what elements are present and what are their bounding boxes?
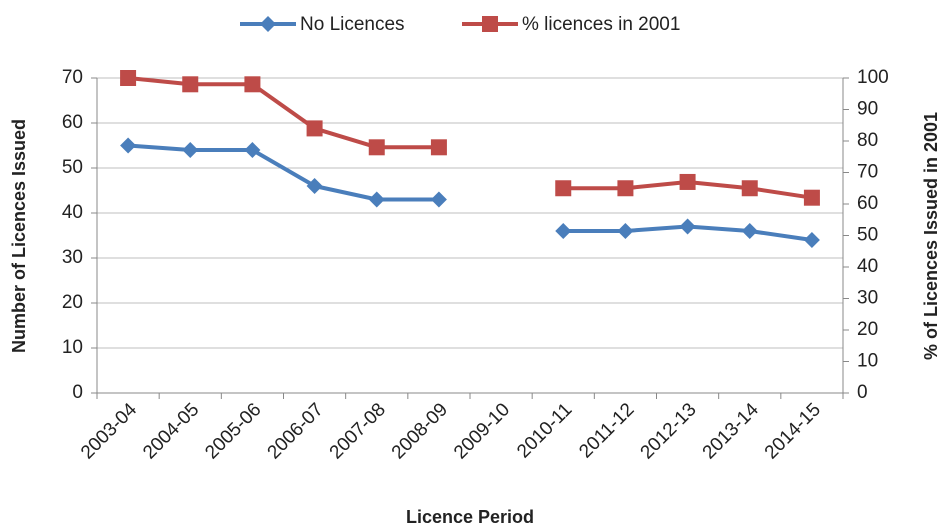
data-point: [244, 142, 261, 158]
y-axis-title: Number of Licences Issued: [9, 119, 29, 353]
x-tick-label: 2004-05: [139, 399, 203, 463]
data-point: [679, 173, 696, 190]
x-tick-label: 2007-08: [326, 399, 390, 463]
data-point: [306, 178, 323, 194]
y2-tick-label: 100: [857, 67, 889, 88]
y-tick-label: 70: [62, 67, 83, 88]
series-line: [127, 76, 813, 200]
series-line: [127, 143, 813, 242]
x-tick-label: 2005-06: [201, 399, 265, 463]
data-point: [679, 218, 696, 235]
data-point: [803, 189, 820, 206]
legend-marker: [260, 16, 276, 32]
data-point: [555, 223, 572, 239]
data-point: [430, 191, 447, 208]
y2-tick-label: 40: [857, 256, 878, 277]
y-tick-label: 0: [72, 382, 83, 403]
y-tick-label: 30: [62, 247, 83, 268]
y-tick-label: 20: [62, 292, 83, 313]
data-point: [430, 139, 447, 156]
y-tick-label: 60: [62, 112, 83, 133]
x-tick-label: 2012-13: [637, 399, 701, 463]
y2-tick-label: 20: [857, 319, 878, 340]
y2-tick-label: 90: [857, 99, 878, 120]
data-point: [803, 232, 820, 248]
data-point: [120, 137, 137, 154]
data-point: [741, 180, 758, 197]
y2-axis-title: % of Licences Issued in 2001: [921, 112, 941, 360]
legend-label: No Licences: [300, 14, 405, 35]
x-tick-label: 2014-15: [761, 399, 825, 463]
data-point: [182, 142, 199, 158]
y-tick-label: 10: [62, 337, 83, 358]
data-point: [555, 180, 572, 197]
x-axis-title: Licence Period: [406, 507, 534, 527]
legend-marker: [482, 16, 498, 32]
data-point: [120, 70, 137, 86]
data-point: [244, 76, 261, 93]
legend-label: % licences in 2001: [522, 14, 680, 35]
x-tick-label: 2008-09: [388, 399, 452, 463]
x-tick-label: 2011-12: [575, 399, 638, 462]
y-tick-label: 40: [62, 202, 83, 223]
y2-tick-label: 30: [857, 288, 878, 309]
x-tick-label: 2003-04: [77, 399, 141, 463]
data-point: [741, 223, 758, 239]
data-point: [306, 120, 323, 137]
data-point: [617, 180, 634, 197]
y2-tick-label: 10: [857, 351, 878, 372]
y2-tick-label: 80: [857, 130, 878, 151]
y2-tick-label: 0: [857, 382, 868, 403]
data-point: [182, 76, 199, 93]
x-tick-label: 2013-14: [699, 399, 763, 463]
x-tick-label: 2009-10: [450, 399, 514, 463]
data-point: [368, 139, 385, 156]
y2-tick-label: 50: [857, 225, 878, 246]
x-tick-label: 2006-07: [264, 399, 328, 463]
y2-tick-label: 70: [857, 162, 878, 183]
data-point: [368, 191, 385, 208]
data-point: [617, 223, 634, 239]
x-tick-label: 2010-11: [513, 399, 576, 462]
y-tick-label: 50: [62, 157, 83, 178]
y2-tick-label: 60: [857, 193, 878, 214]
